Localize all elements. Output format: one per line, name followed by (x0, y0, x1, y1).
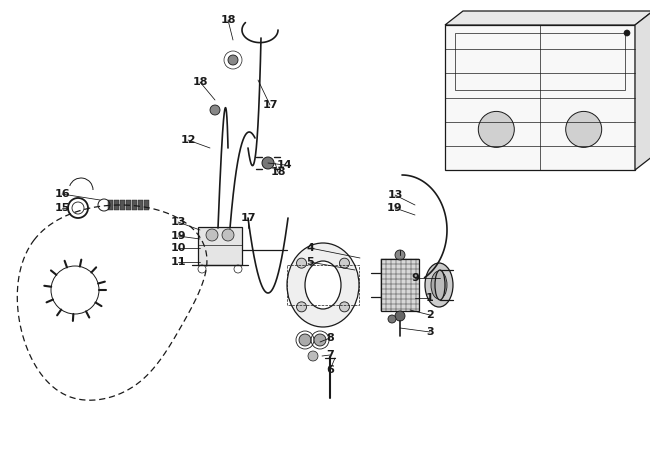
Circle shape (228, 55, 238, 65)
Text: 6: 6 (326, 365, 334, 375)
Circle shape (299, 334, 311, 346)
Circle shape (339, 302, 350, 312)
Text: 9: 9 (411, 273, 419, 283)
Circle shape (296, 302, 307, 312)
Text: 3: 3 (426, 327, 434, 337)
Circle shape (395, 311, 405, 321)
Bar (445, 25, 635, 170)
Bar (455, 33, 625, 90)
Text: 4: 4 (306, 243, 314, 253)
Text: 18: 18 (270, 167, 286, 177)
Text: 5: 5 (306, 257, 314, 267)
Bar (287, 265, 359, 305)
Circle shape (314, 334, 326, 346)
Text: 19: 19 (170, 231, 186, 241)
Circle shape (395, 250, 405, 260)
Circle shape (206, 229, 218, 241)
Ellipse shape (425, 263, 453, 307)
Bar (138, 200, 143, 210)
Text: 17: 17 (240, 213, 255, 223)
Text: 17: 17 (262, 100, 278, 110)
Text: 14: 14 (277, 160, 292, 170)
Circle shape (262, 157, 274, 169)
Text: 16: 16 (54, 189, 70, 199)
Text: 12: 12 (180, 135, 196, 145)
Bar (132, 200, 137, 210)
Text: 8: 8 (326, 333, 334, 343)
Text: 1: 1 (426, 293, 434, 303)
Circle shape (210, 105, 220, 115)
Bar (198, 227, 242, 265)
Circle shape (296, 258, 307, 268)
Circle shape (339, 258, 350, 268)
Circle shape (308, 351, 318, 361)
Text: 19: 19 (387, 203, 403, 213)
Text: 2: 2 (426, 310, 434, 320)
Text: 10: 10 (170, 243, 186, 253)
Ellipse shape (435, 270, 445, 300)
Polygon shape (445, 11, 650, 25)
Bar (108, 200, 113, 210)
Text: 13: 13 (387, 190, 403, 200)
Circle shape (624, 30, 630, 36)
Polygon shape (635, 11, 650, 170)
Ellipse shape (431, 271, 447, 299)
Text: 7: 7 (326, 350, 334, 360)
Text: 11: 11 (170, 257, 186, 267)
Bar (120, 200, 125, 210)
Circle shape (388, 315, 396, 323)
Text: 15: 15 (55, 203, 70, 213)
Text: 13: 13 (170, 217, 186, 227)
Circle shape (566, 111, 602, 147)
Ellipse shape (287, 243, 359, 327)
Bar (114, 200, 119, 210)
Ellipse shape (305, 261, 341, 309)
Bar (381, 259, 419, 311)
Circle shape (222, 229, 234, 241)
Circle shape (478, 111, 514, 147)
Bar (144, 200, 149, 210)
Text: 18: 18 (220, 15, 236, 25)
Bar (126, 200, 131, 210)
Text: 18: 18 (192, 77, 208, 87)
